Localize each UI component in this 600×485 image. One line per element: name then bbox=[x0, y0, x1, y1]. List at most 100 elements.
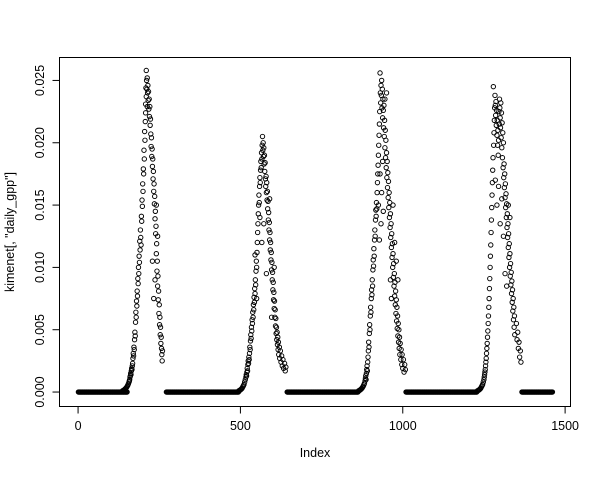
data-point bbox=[264, 188, 271, 195]
data-point bbox=[489, 204, 495, 211]
data-point bbox=[482, 369, 488, 375]
data-point bbox=[241, 381, 247, 388]
data-point bbox=[271, 305, 277, 312]
data-point bbox=[138, 213, 145, 219]
data-point bbox=[243, 373, 250, 379]
data-point bbox=[153, 251, 159, 257]
data-point bbox=[263, 270, 270, 277]
data-point bbox=[144, 75, 150, 81]
data-point bbox=[257, 174, 263, 181]
data-point bbox=[272, 323, 279, 329]
data-point bbox=[158, 345, 165, 352]
data-point bbox=[266, 219, 272, 226]
data-point bbox=[273, 324, 280, 330]
data-point bbox=[155, 273, 161, 279]
data-point bbox=[391, 239, 398, 246]
data-point bbox=[129, 363, 135, 369]
data-point bbox=[140, 166, 147, 172]
data-point bbox=[249, 317, 255, 323]
data-point bbox=[257, 214, 263, 221]
data-point bbox=[269, 259, 275, 266]
x-tick-label: 500 bbox=[230, 419, 251, 433]
data-point bbox=[482, 366, 488, 373]
data-point bbox=[386, 204, 392, 211]
data-point bbox=[153, 202, 159, 208]
x-tick-label: 1500 bbox=[551, 419, 579, 433]
data-point bbox=[148, 143, 154, 150]
data-point bbox=[270, 287, 276, 293]
data-point bbox=[508, 269, 514, 276]
data-point bbox=[491, 117, 498, 123]
data-point bbox=[396, 334, 403, 340]
x-tick-label: 0 bbox=[75, 419, 82, 433]
data-point bbox=[489, 192, 495, 198]
data-point bbox=[135, 264, 142, 271]
data-point bbox=[398, 356, 404, 363]
data-point bbox=[549, 389, 556, 395]
x-axis-label: Index bbox=[300, 446, 331, 460]
data-point bbox=[384, 184, 391, 191]
data-point bbox=[385, 169, 391, 176]
data-point bbox=[380, 96, 386, 102]
data-point bbox=[264, 179, 270, 186]
data-point bbox=[267, 229, 273, 236]
data-point bbox=[259, 133, 266, 140]
y-tick-label: 0.015 bbox=[33, 189, 47, 220]
data-point bbox=[370, 267, 376, 273]
scatter-points bbox=[75, 67, 556, 395]
data-point bbox=[387, 199, 393, 206]
data-point bbox=[479, 381, 486, 388]
data-point bbox=[365, 359, 371, 365]
data-point bbox=[130, 355, 136, 362]
data-point bbox=[399, 351, 405, 358]
data-point bbox=[247, 338, 254, 344]
data-point bbox=[486, 295, 492, 302]
data-point bbox=[247, 344, 253, 350]
data-point bbox=[382, 127, 388, 133]
data-point bbox=[481, 374, 487, 380]
data-point bbox=[152, 216, 158, 222]
data-point bbox=[156, 322, 163, 328]
data-point bbox=[266, 237, 273, 243]
data-point bbox=[246, 354, 252, 360]
data-point bbox=[134, 293, 141, 299]
data-point bbox=[385, 194, 391, 201]
data-point bbox=[494, 202, 500, 208]
data-point bbox=[499, 196, 505, 202]
data-point bbox=[380, 208, 386, 214]
data-point bbox=[492, 177, 498, 183]
data-point bbox=[267, 239, 274, 246]
data-point bbox=[272, 307, 278, 313]
data-point bbox=[141, 128, 148, 135]
data-point bbox=[363, 373, 369, 379]
data-point bbox=[135, 275, 141, 282]
data-point bbox=[484, 334, 491, 340]
data-point bbox=[394, 313, 401, 319]
y-tick-label: 0.025 bbox=[33, 65, 47, 96]
data-point bbox=[506, 241, 512, 247]
data-point bbox=[149, 258, 156, 264]
data-point bbox=[270, 279, 276, 286]
data-point bbox=[145, 82, 151, 89]
data-point bbox=[485, 313, 492, 319]
data-point bbox=[157, 314, 163, 320]
data-point bbox=[497, 105, 503, 111]
data-point bbox=[498, 100, 504, 106]
data-point bbox=[269, 277, 275, 283]
data-point bbox=[271, 289, 277, 296]
data-point bbox=[274, 329, 280, 335]
data-point bbox=[129, 366, 135, 373]
data-point bbox=[495, 183, 502, 190]
data-point bbox=[376, 121, 383, 127]
data-point bbox=[250, 309, 256, 315]
data-point bbox=[364, 363, 370, 369]
data-point bbox=[262, 160, 268, 166]
data-point bbox=[379, 86, 385, 92]
data-point bbox=[151, 188, 157, 195]
data-point bbox=[376, 142, 382, 148]
data-point bbox=[386, 189, 392, 196]
data-point bbox=[509, 278, 515, 284]
data-point bbox=[377, 70, 383, 76]
data-point bbox=[515, 329, 521, 335]
